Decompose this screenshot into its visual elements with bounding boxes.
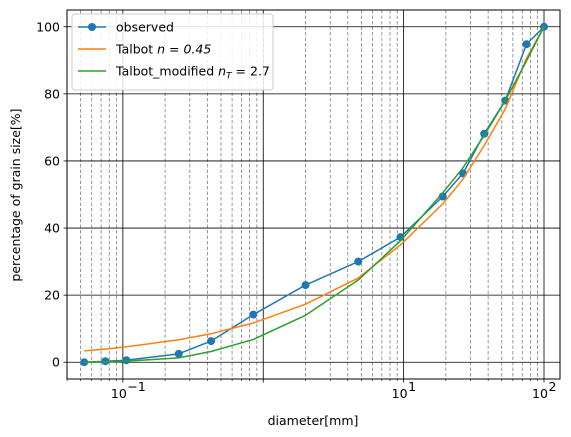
legend-box [71,13,274,91]
legend-label: Talbot_modified nT = 2.7 [115,64,270,82]
plot-frame [66,9,561,380]
minor-grid [66,10,538,379]
legend-label: observed [116,20,174,35]
legend: observed Talbot n = 0.45 Talbot_modified n… [71,13,274,91]
data-point [122,356,131,365]
y-tick-label: 20 [44,288,60,303]
data-point [301,281,310,290]
x-tick-exponent: −1 [127,379,145,394]
x-tick-exponent: 1 [408,379,416,394]
y-tick-label: 100 [36,19,60,34]
y-tick-label: 80 [44,86,60,101]
x-axis-label: diameter[mm] [268,413,359,428]
data-point [354,257,363,266]
legend-label: Talbot n = 0.45 [115,42,211,57]
series-layer [80,22,549,367]
data-point [249,310,258,319]
data-point [207,337,216,346]
x-tick-exponent: 2 [549,379,557,394]
data-point [522,40,531,49]
x-tick-label: 10 [532,386,548,401]
y-axis-label: percentage of grain size[%] [8,108,23,281]
y-tick-label: 0 [52,355,60,370]
data-point [174,349,183,358]
series-line-1 [84,26,545,352]
x-tick-label: 10 [392,386,408,401]
data-point [80,358,89,367]
legend-swatch-marker [88,23,96,31]
y-tick-label: 60 [44,153,60,168]
y-tick-label: 40 [44,221,60,236]
series-line-2 [84,26,545,363]
x-tick-label: 10 [111,386,127,401]
